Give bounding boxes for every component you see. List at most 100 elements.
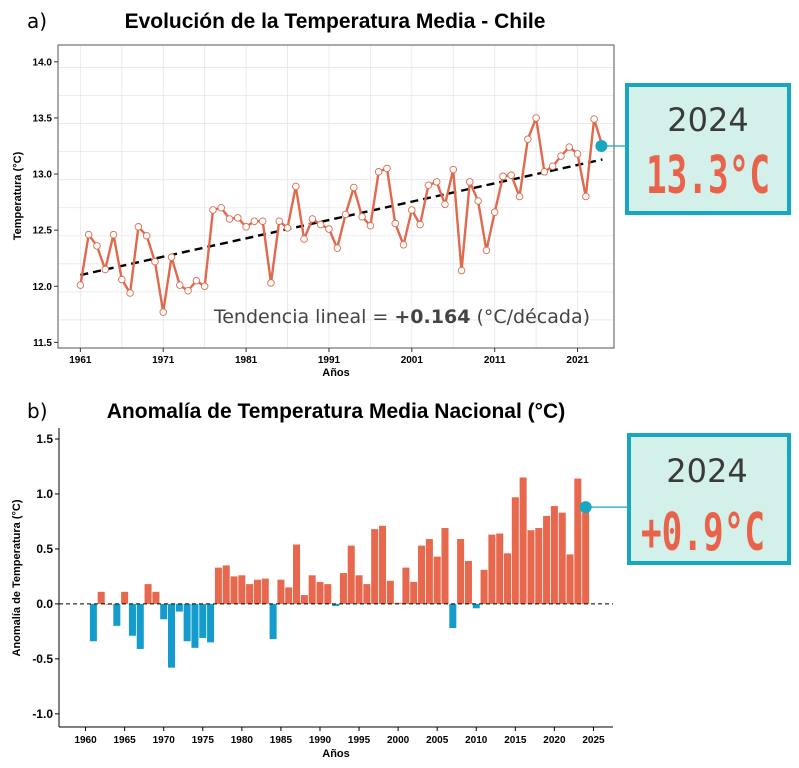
temperature-point [258, 217, 267, 225]
temperature-point [350, 183, 358, 192]
trend-line [80, 158, 603, 277]
panel-b-ytick-label: 0.0 [36, 597, 53, 611]
panel-b-xtick-label: 1965 [114, 735, 137, 746]
temperature-point [548, 162, 557, 170]
temperature-point [366, 221, 375, 230]
temperature-point [234, 214, 242, 222]
anomaly-bar [316, 581, 324, 604]
panel-a-callout-year: 2024 [667, 101, 748, 139]
panel-b-callout-value: +0.9°C [641, 503, 765, 563]
temperature-point [300, 235, 308, 243]
panel-b-xtick-label: 1995 [348, 735, 371, 746]
anomaly-bar [300, 595, 308, 604]
temperature-point [134, 223, 143, 231]
temperature-point [416, 220, 424, 229]
trend-unit: (°C/década) [470, 306, 590, 328]
panel-a-series [76, 114, 607, 316]
panel-a-xtick-label: 2011 [484, 355, 506, 366]
anomaly-bar [394, 602, 402, 604]
panel-a-xtick-label: 1981 [235, 355, 258, 366]
temperature-point [217, 203, 225, 212]
temperature-point [325, 225, 333, 233]
temperature-point [391, 219, 399, 228]
anomaly-bar [246, 584, 254, 604]
anomaly-bar [214, 567, 222, 604]
temperature-point [250, 217, 259, 225]
temperature-point [225, 215, 234, 223]
panel-a-callout-box [625, 83, 791, 215]
temperature-point [341, 210, 350, 219]
panel-b-xtick-label: 1975 [192, 735, 215, 746]
temperature-point [126, 289, 134, 297]
anomaly-bar [152, 591, 160, 604]
temperature-point [383, 164, 391, 173]
temperature-point [532, 114, 540, 122]
panel-b-ylabel: Anomalía de Temperatura (°C) [11, 499, 23, 656]
temperature-point [275, 217, 283, 225]
temperature-point [159, 308, 167, 316]
anomaly-bar [207, 603, 215, 643]
anomaly-bar [222, 565, 230, 604]
temperature-point [76, 281, 85, 289]
panel-a-ticks: 11.5 12.0 12.5 13.0 13.5 14.0 1961 1971 1981 1991… [33, 57, 590, 366]
temperature-point [93, 242, 101, 250]
anomaly-bar [136, 603, 144, 649]
temperature-point [540, 168, 549, 176]
anomaly-bar [519, 477, 527, 604]
anomaly-bar [113, 603, 121, 626]
panel-b-ytick-label: -1.0 [32, 707, 53, 721]
temperature-point [573, 150, 582, 158]
anomaly-bar [347, 545, 355, 604]
temperature-point [109, 230, 118, 239]
panel-b-xtick-label: 1960 [74, 735, 97, 746]
anomaly-bar [464, 561, 472, 604]
panel-b-callout: 2024 +0.9°C [579, 433, 791, 565]
panel-a-plot-frame [57, 44, 615, 349]
anomaly-bar [332, 603, 340, 607]
anomaly-bar [386, 580, 394, 604]
temperature-point [524, 135, 532, 144]
panel-b-xlabel: Años [322, 748, 350, 760]
panel-b-bars [89, 477, 590, 668]
anomaly-bar [527, 530, 535, 604]
panel-b-label: b) [27, 399, 48, 423]
panel-b-xtick-label: 1990 [309, 735, 332, 746]
temperature-point [84, 230, 93, 239]
anomaly-bar [441, 528, 449, 604]
temperature-point [582, 192, 590, 201]
panel-b-ytick-label: 1.0 [36, 487, 53, 501]
panel-a-title: Evolución de la Temperatura Media - Chil… [125, 10, 546, 33]
anomaly-bar [543, 515, 551, 604]
anomaly-bar [566, 554, 574, 604]
anomaly-bar [504, 553, 512, 604]
temperature-point [482, 246, 491, 255]
anomaly-bar [574, 478, 582, 604]
panel-b-xtick-label: 2015 [504, 735, 527, 746]
panel-b-title: Anomalía de Temperatura Media Nacional (… [107, 400, 565, 423]
anomaly-bar [472, 603, 480, 609]
anomaly-bar [253, 579, 261, 604]
anomaly-bar [293, 544, 301, 604]
anomaly-bar [402, 567, 410, 604]
anomaly-bar [199, 603, 207, 638]
anomaly-bar [97, 591, 105, 604]
temperature-point [424, 181, 433, 190]
panel-b-ytick-label: -0.5 [32, 652, 53, 666]
temperature-point [267, 279, 275, 287]
temperature-point [557, 152, 565, 160]
temperature-point [490, 208, 499, 216]
anomaly-bar [191, 603, 199, 648]
temperature-point [283, 224, 292, 232]
temperature-point [142, 232, 151, 240]
temperature-point [441, 200, 449, 209]
temperature-point [118, 275, 126, 284]
anomaly-bar [324, 584, 332, 604]
anomaly-bar [550, 506, 558, 604]
anomaly-bar [160, 603, 168, 620]
panel-b-temperature-anomaly: b) Anomalía de Temperatura Media Naciona… [11, 399, 791, 760]
anomaly-bar [535, 528, 543, 604]
anomaly-bar [355, 575, 363, 604]
temperature-point [466, 178, 474, 186]
anomaly-bar [582, 507, 590, 604]
